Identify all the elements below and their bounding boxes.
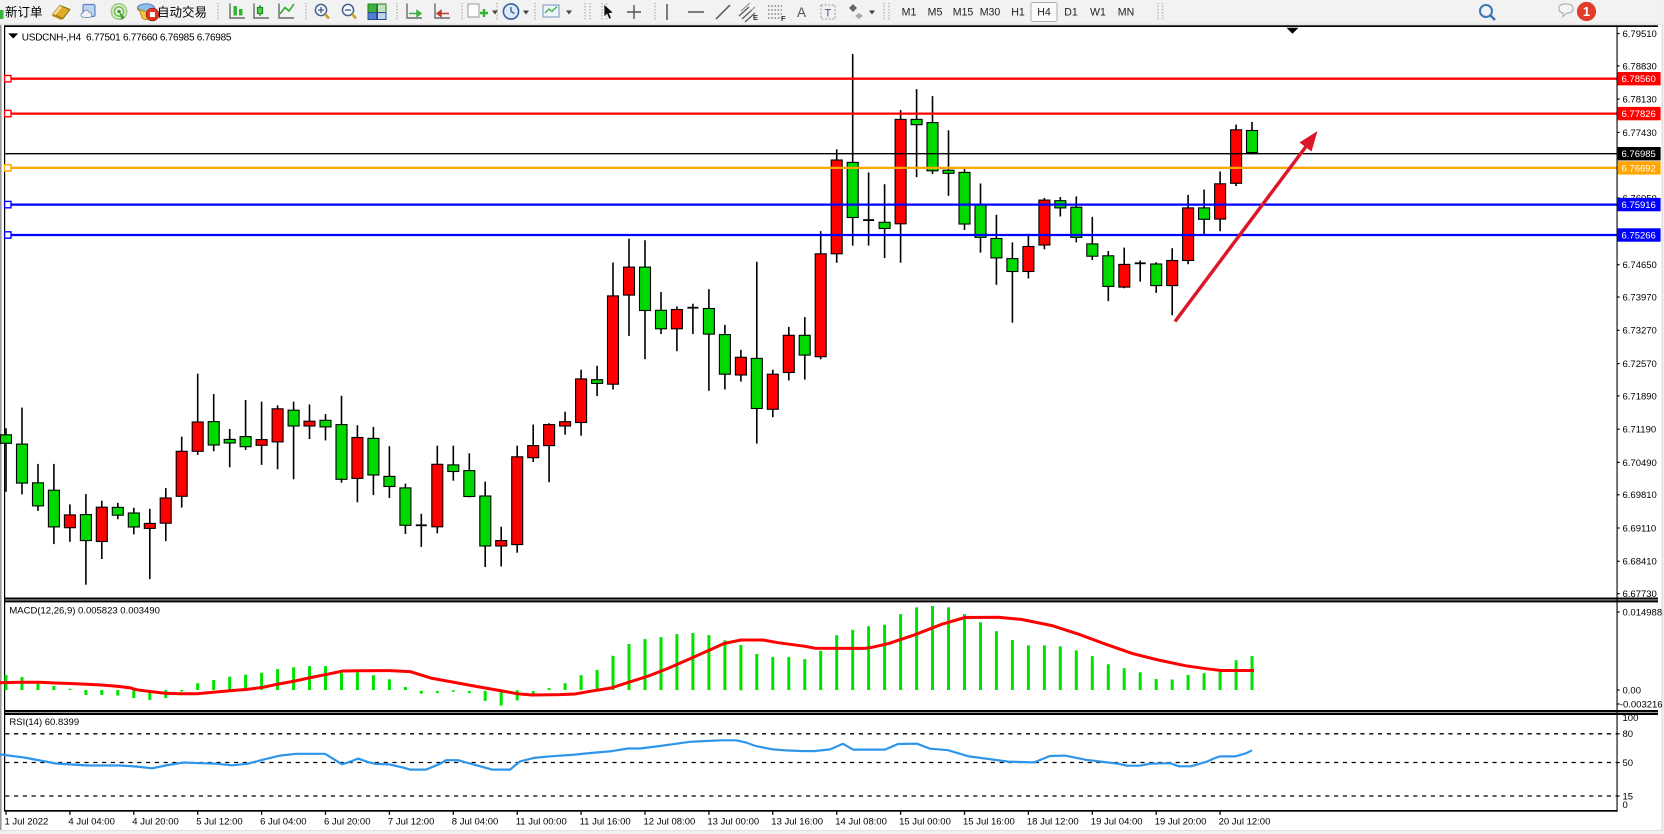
svg-text:MACD(12,26,9) 0.005823 0.00349: MACD(12,26,9) 0.005823 0.003490	[9, 606, 160, 617]
svg-text:6.71890: 6.71890	[1623, 391, 1657, 402]
svg-text:6.72570: 6.72570	[1623, 359, 1657, 370]
svg-text:100: 100	[1623, 713, 1639, 724]
svg-text:15 Jul 00:00: 15 Jul 00:00	[899, 816, 951, 827]
svg-text:6.76692: 6.76692	[1622, 163, 1656, 174]
svg-text:H4: H4	[1037, 7, 1051, 19]
svg-text:M15: M15	[953, 7, 974, 19]
svg-text:4 Jul 04:00: 4 Jul 04:00	[68, 816, 114, 827]
svg-text:1: 1	[1583, 4, 1590, 19]
svg-text:1 Jul 2022: 1 Jul 2022	[5, 816, 49, 827]
svg-text:11 Jul 16:00: 11 Jul 16:00	[580, 816, 631, 827]
svg-text:6.70490: 6.70490	[1623, 458, 1657, 469]
svg-text:D1: D1	[1064, 7, 1078, 19]
svg-text:6.75916: 6.75916	[1622, 200, 1656, 211]
svg-text:MN: MN	[1118, 7, 1134, 19]
svg-text:F: F	[781, 14, 786, 23]
svg-text:12 Jul 08:00: 12 Jul 08:00	[644, 816, 696, 827]
svg-text:RSI(14) 60.8399: RSI(14) 60.8399	[9, 717, 79, 728]
svg-text:0: 0	[1623, 800, 1628, 811]
svg-text:6.69110: 6.69110	[1623, 523, 1657, 534]
svg-text:M1: M1	[902, 7, 917, 19]
svg-text:6.67730: 6.67730	[1623, 589, 1657, 600]
svg-text:6.76985: 6.76985	[1622, 149, 1656, 160]
svg-text:6.77826: 6.77826	[1622, 109, 1656, 120]
svg-text:6.74650: 6.74650	[1623, 260, 1657, 271]
svg-text:6.73270: 6.73270	[1623, 326, 1657, 337]
svg-text:H1: H1	[1011, 7, 1025, 19]
svg-text:6 Jul 20:00: 6 Jul 20:00	[324, 816, 370, 827]
svg-text:6.69810: 6.69810	[1623, 490, 1657, 501]
svg-text:6.77430: 6.77430	[1623, 128, 1657, 139]
svg-text:6.75266: 6.75266	[1622, 231, 1656, 242]
svg-text:A: A	[797, 5, 806, 20]
svg-text:新订单: 新订单	[5, 5, 43, 20]
svg-text:18 Jul 12:00: 18 Jul 12:00	[1027, 816, 1079, 827]
svg-text:6.79510: 6.79510	[1623, 29, 1657, 40]
svg-text:13 Jul 00:00: 13 Jul 00:00	[707, 816, 759, 827]
svg-text:6.73970: 6.73970	[1623, 292, 1657, 303]
svg-text:E: E	[753, 13, 758, 22]
svg-text:4 Jul 20:00: 4 Jul 20:00	[132, 816, 178, 827]
svg-text:5 Jul 12:00: 5 Jul 12:00	[196, 816, 242, 827]
svg-text:6.78130: 6.78130	[1623, 95, 1657, 106]
svg-text:M5: M5	[928, 7, 943, 19]
svg-text:19 Jul 20:00: 19 Jul 20:00	[1155, 816, 1207, 827]
svg-text:15 Jul 16:00: 15 Jul 16:00	[963, 816, 1015, 827]
svg-text:20 Jul 12:00: 20 Jul 12:00	[1219, 816, 1271, 827]
svg-text:8 Jul 04:00: 8 Jul 04:00	[452, 816, 498, 827]
svg-text:15: 15	[1623, 791, 1634, 802]
svg-text:19 Jul 04:00: 19 Jul 04:00	[1091, 816, 1143, 827]
svg-text:自动交易: 自动交易	[157, 5, 207, 20]
svg-text:13 Jul 16:00: 13 Jul 16:00	[771, 816, 823, 827]
svg-text:6.78830: 6.78830	[1623, 61, 1657, 72]
svg-text:80: 80	[1623, 729, 1634, 740]
svg-text:M30: M30	[980, 7, 1001, 19]
svg-text:50: 50	[1623, 758, 1634, 769]
svg-text:6.71190: 6.71190	[1623, 425, 1657, 436]
svg-text:-0.003216: -0.003216	[1620, 699, 1663, 710]
svg-text:14 Jul 08:00: 14 Jul 08:00	[835, 816, 887, 827]
svg-text:6.78560: 6.78560	[1622, 74, 1656, 85]
svg-text:W1: W1	[1090, 7, 1106, 19]
svg-text:7 Jul 12:00: 7 Jul 12:00	[388, 816, 434, 827]
svg-text:0.00: 0.00	[1623, 685, 1642, 696]
svg-text:0.014988: 0.014988	[1623, 607, 1663, 618]
svg-text:T: T	[825, 8, 832, 20]
svg-text:6 Jul 04:00: 6 Jul 04:00	[260, 816, 306, 827]
svg-text:11 Jul 00:00: 11 Jul 00:00	[516, 816, 567, 827]
svg-text:6.68410: 6.68410	[1623, 557, 1657, 568]
svg-text:USDCNH-,H4 6.77501 6.77660 6.: USDCNH-,H4 6.77501 6.77660 6.76985 6.769…	[22, 33, 232, 44]
